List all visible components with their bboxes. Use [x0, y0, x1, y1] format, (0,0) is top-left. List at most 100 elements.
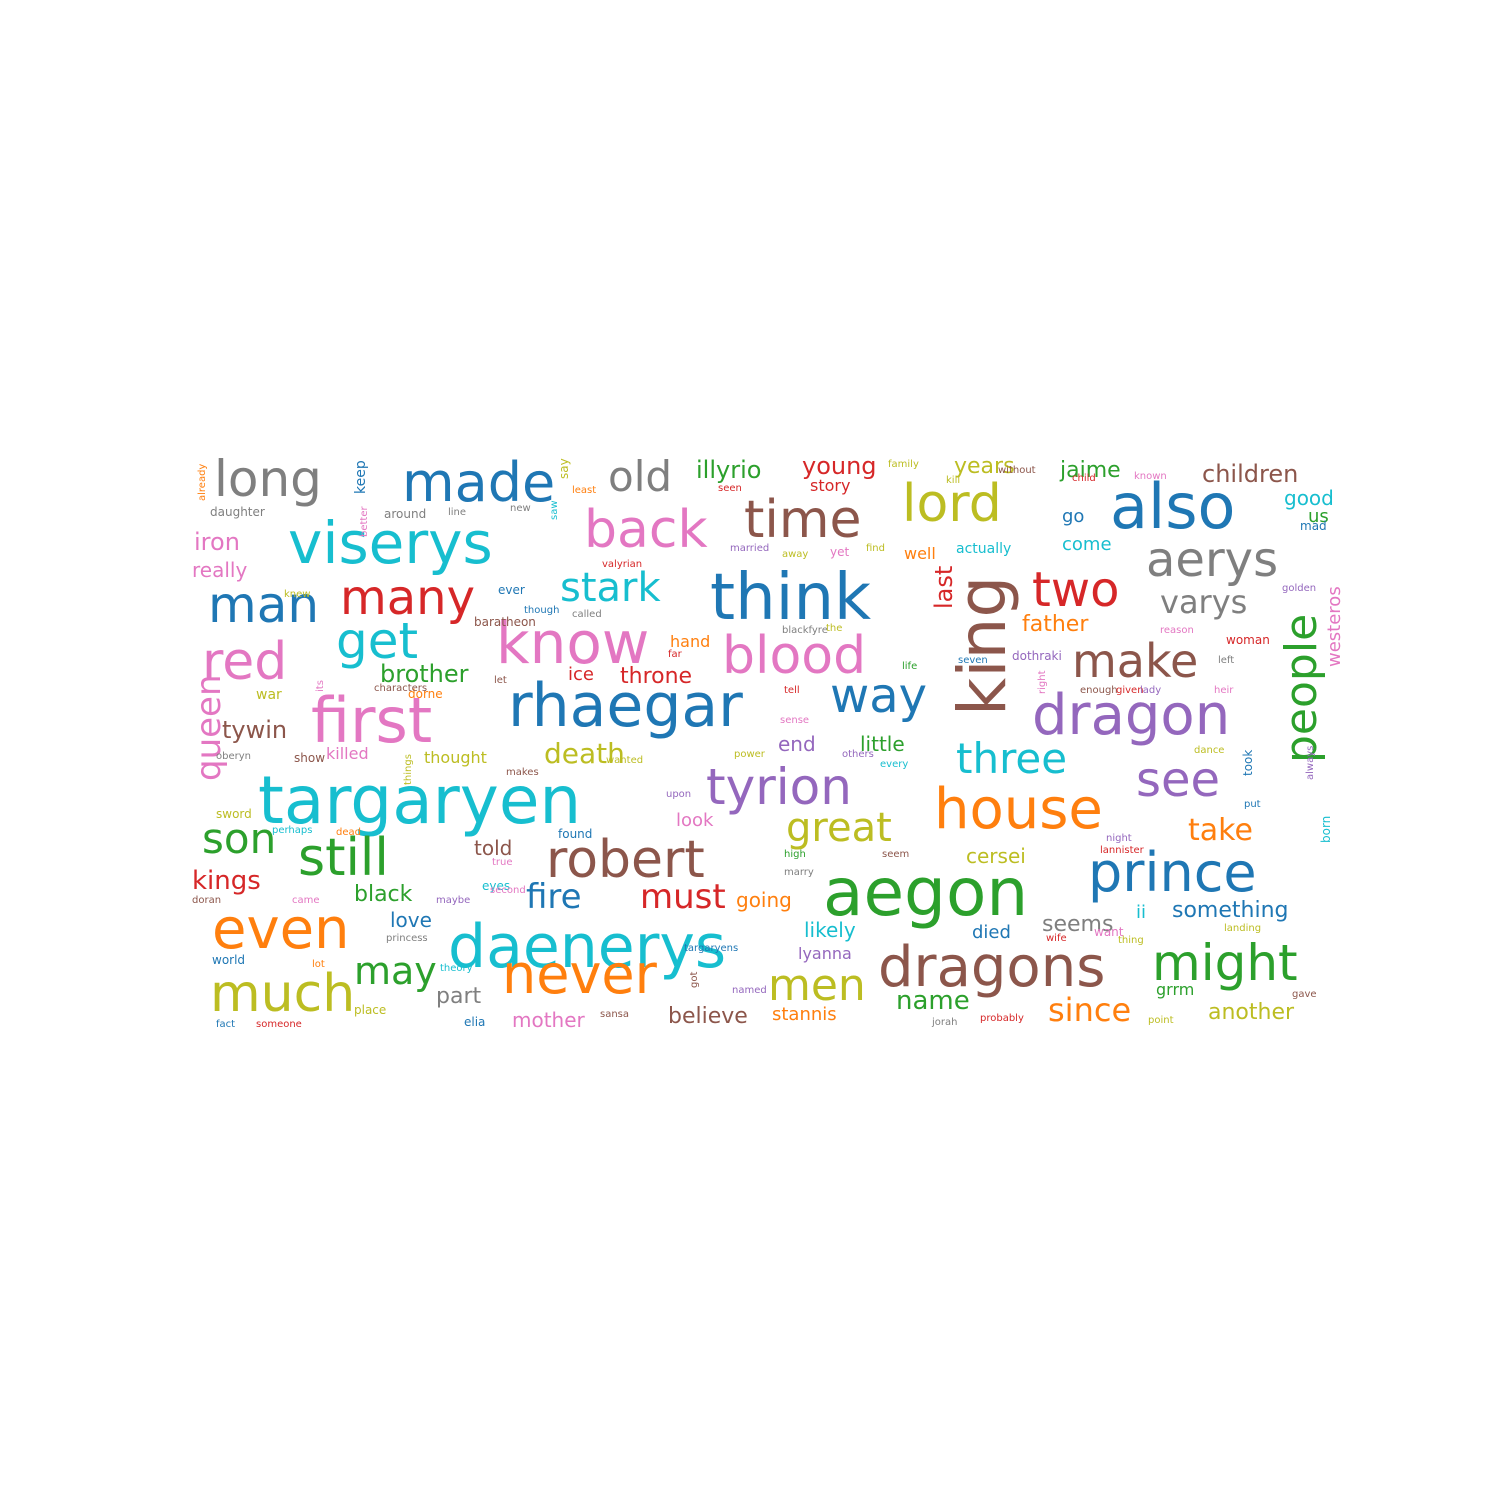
word-prince: prince	[1088, 841, 1257, 904]
word-new: new	[510, 503, 531, 514]
word-true: true	[492, 857, 513, 868]
word-elia: elia	[464, 1015, 486, 1029]
word-without: without	[998, 465, 1036, 476]
word-westeros: westeros	[1324, 586, 1345, 667]
word-theory: theory	[440, 963, 473, 974]
word-story: story	[810, 476, 851, 495]
word-place: place	[354, 1003, 387, 1017]
word-probably: probably	[980, 1013, 1024, 1024]
word-also: also	[1110, 470, 1236, 543]
word-killed: killed	[326, 744, 369, 763]
word-landing: landing	[1224, 923, 1262, 934]
word-every: every	[880, 759, 909, 770]
word-doran: doran	[192, 895, 222, 906]
word-power: power	[734, 749, 765, 760]
word-dead: dead	[336, 827, 361, 838]
word-stark: stark	[560, 565, 661, 611]
word-look: look	[676, 810, 714, 831]
word-sansa: sansa	[600, 1009, 630, 1020]
word-seems: seems	[1042, 912, 1114, 937]
word-grrm: grrm	[1156, 980, 1195, 999]
word-take: take	[1188, 813, 1253, 848]
word-mad: mad	[1300, 519, 1327, 533]
word-three: three	[956, 734, 1068, 783]
word-right: right	[1037, 670, 1048, 695]
word-knew: knew	[284, 589, 311, 600]
word-got: got	[689, 971, 700, 988]
word-others: others	[842, 749, 874, 760]
word-stannis: stannis	[772, 1004, 837, 1025]
word-illyrio: illyrio	[696, 456, 762, 484]
word-enough: enough	[1080, 685, 1118, 696]
word-believe: believe	[668, 1004, 748, 1029]
word-son: son	[202, 814, 277, 863]
word-fact: fact	[216, 1019, 236, 1030]
word-red: red	[202, 632, 288, 692]
word-point: point	[1148, 1015, 1174, 1026]
word-hand: hand	[670, 632, 711, 651]
word-night: night	[1106, 833, 1132, 844]
word-well: well	[904, 544, 936, 563]
word-known: known	[1134, 471, 1167, 482]
word-seem: seem	[882, 849, 910, 860]
word-keep: keep	[353, 460, 369, 494]
word-given: given	[1116, 685, 1144, 696]
word-reason: reason	[1160, 625, 1194, 636]
word-sword: sword	[216, 807, 252, 821]
word-found: found	[558, 827, 593, 841]
word-people: people	[1276, 613, 1327, 763]
word-high: high	[784, 849, 806, 860]
word-say: say	[557, 458, 571, 479]
word-the: the	[826, 623, 843, 634]
word-told: told	[474, 836, 513, 860]
word-child: child	[1072, 473, 1096, 484]
word-wife: wife	[1046, 933, 1067, 944]
word-tyrion: tyrion	[706, 758, 852, 816]
word-lot: lot	[312, 959, 325, 970]
word-throne: throne	[620, 664, 693, 689]
word-tell: tell	[784, 685, 800, 696]
word-likely: likely	[804, 918, 856, 942]
word-mother: mother	[512, 1008, 585, 1032]
word-valyrian: valyrian	[602, 559, 643, 570]
word-going: going	[736, 888, 792, 912]
word-daenerys: daenerys	[448, 912, 727, 982]
word-its: its	[315, 680, 326, 692]
word-back: back	[584, 500, 708, 560]
word-golden: golden	[1282, 583, 1317, 594]
word-queen: queen	[190, 674, 229, 781]
word-aerys: aerys	[1146, 532, 1279, 588]
word-seen: seen	[718, 483, 742, 494]
word-wanted: wanted	[606, 755, 644, 766]
word-house: house	[934, 777, 1103, 842]
word-took: took	[1241, 749, 1255, 776]
word-iron: iron	[194, 528, 240, 556]
word-last: last	[930, 565, 958, 609]
word-dragons: dragons	[878, 935, 1106, 1000]
word-someone: someone	[256, 1019, 302, 1030]
word-king: king	[944, 575, 1021, 716]
word-line: line	[448, 507, 467, 518]
word-makes: makes	[506, 767, 539, 778]
word-already: already	[197, 463, 208, 501]
word-make: make	[1072, 634, 1199, 688]
word-made: made	[402, 451, 556, 514]
word-upon: upon	[666, 789, 692, 800]
word-world: world	[212, 953, 246, 967]
word-marry: marry	[784, 867, 814, 878]
word-cersei: cersei	[966, 844, 1026, 868]
word-named: named	[732, 985, 767, 996]
word-aegon: aegon	[823, 854, 1029, 931]
word-kings: kings	[192, 866, 261, 896]
word-really: really	[192, 558, 248, 582]
word-life: life	[902, 661, 918, 672]
word-another: another	[1208, 1000, 1295, 1025]
word-much: much	[210, 964, 356, 1024]
word-ice: ice	[568, 664, 594, 685]
word-see: see	[1136, 752, 1221, 808]
word-blackfyre: blackfyre	[782, 625, 828, 636]
word-man: man	[208, 576, 320, 634]
word-fire: fire	[526, 877, 582, 917]
word-dragon: dragon	[1032, 683, 1231, 748]
word-tywin: tywin	[222, 716, 288, 744]
